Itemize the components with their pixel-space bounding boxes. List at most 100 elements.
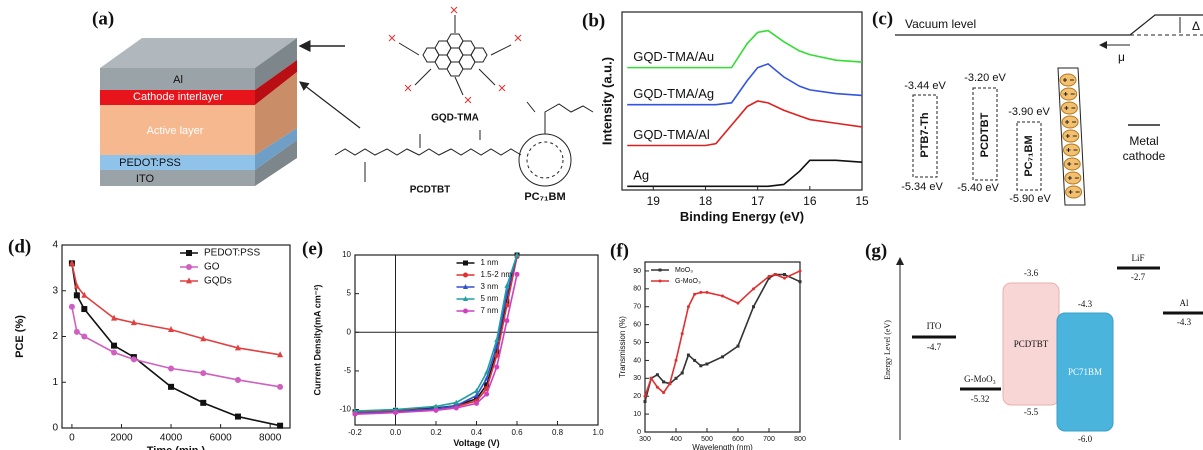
marker <box>434 408 439 413</box>
arrow <box>300 82 360 128</box>
marker <box>768 275 771 278</box>
marker <box>454 406 459 411</box>
level-value: -4.3 <box>1078 299 1093 309</box>
marker <box>353 412 358 417</box>
level-value: -5.5 <box>1024 407 1039 417</box>
legend-label: 1 nm <box>481 258 499 267</box>
y-axis-label: Current Density(mA cm⁻²) <box>312 285 322 396</box>
panel-label: (a) <box>92 8 114 29</box>
panel-label: (d) <box>8 236 31 257</box>
material-name: PC₇₁BM <box>1023 135 1035 176</box>
marker <box>681 332 684 335</box>
marker <box>69 304 75 310</box>
x-tick-label: 2000 <box>110 433 133 444</box>
marker <box>111 350 117 356</box>
y-axis-label: Transmission (%) <box>618 316 627 378</box>
marker <box>687 354 690 357</box>
x-tick-label: -0.2 <box>348 428 362 437</box>
marker <box>111 343 117 349</box>
marker <box>693 293 696 296</box>
y-tick-label: 0 <box>637 429 641 436</box>
ring <box>423 48 439 62</box>
level-value: -6.0 <box>1078 434 1093 444</box>
x-tick-label: 16 <box>803 194 817 208</box>
level-value: -4.7 <box>927 342 942 352</box>
layer-label: ITO <box>136 173 155 185</box>
material-name: PCDTBT <box>979 112 991 157</box>
cathode-label: Metal <box>1129 134 1158 148</box>
y-tick-label: 50 <box>633 339 641 346</box>
x-tick-label: 1.0 <box>592 428 604 437</box>
series-line <box>627 160 862 186</box>
marker <box>494 365 499 370</box>
y-tick-label: 5 <box>347 289 352 298</box>
marker <box>235 377 241 383</box>
y-tick-label: 3 <box>52 285 58 296</box>
layer-ito <box>100 170 255 186</box>
marker <box>168 366 174 372</box>
legend-label: GQDs <box>204 276 232 287</box>
lumo-label: -3.44 eV <box>904 80 946 92</box>
marker <box>504 318 509 323</box>
molecule-label: PC₇₁BM <box>524 191 565 203</box>
y-tick-label: 10 <box>633 411 641 418</box>
mu-label: μ <box>1118 50 1125 64</box>
lumo-label: -3.20 eV <box>964 72 1006 84</box>
pcbm-structure <box>519 102 593 186</box>
marker <box>662 391 665 394</box>
ring <box>447 34 463 48</box>
level-name: Al <box>1180 298 1189 308</box>
x-tick-label: 700 <box>763 436 775 443</box>
x-tick-label: 6000 <box>209 433 232 444</box>
axis-label: Energy Level (eV) <box>883 320 892 380</box>
layer-label: PEDOT:PSS <box>119 157 181 169</box>
cathode-label: cathode <box>1123 149 1166 163</box>
series-line <box>72 263 280 425</box>
marker <box>393 410 398 415</box>
x-axis-label: Time (min.) <box>147 445 206 450</box>
marker <box>681 371 684 374</box>
y-tick-label: 1 <box>52 377 58 388</box>
ring <box>471 48 487 62</box>
plot-frame <box>62 245 290 428</box>
x-tick-label: 0.0 <box>390 428 402 437</box>
marker <box>721 295 724 298</box>
marker <box>81 306 87 312</box>
y-axis-label: Intensity (a.u.) <box>599 57 614 145</box>
marker <box>783 273 786 276</box>
marker <box>235 414 241 420</box>
marker <box>675 377 678 380</box>
marker <box>799 280 802 283</box>
lumo-label: -3.90 eV <box>1008 106 1050 118</box>
marker <box>200 400 206 406</box>
bonds <box>399 15 511 95</box>
marker <box>484 392 489 397</box>
marker <box>74 292 80 298</box>
marker <box>699 291 702 294</box>
legend-label: GO <box>204 262 220 273</box>
x-tick-label: 800 <box>794 436 806 443</box>
level-value: -4.3 <box>1177 317 1192 327</box>
series-label: GQD-TMA/Au <box>633 49 714 64</box>
homo-label: -5.34 eV <box>901 181 943 193</box>
layer-label: Cathode interlayer <box>133 91 223 103</box>
level-name: LiF <box>1131 253 1144 263</box>
level-name: PC71BM <box>1068 367 1102 377</box>
marker <box>644 400 647 403</box>
panel-label: (c) <box>872 8 893 29</box>
y-tick-label: 4 <box>52 240 58 251</box>
pcdtbt-structure <box>335 130 521 182</box>
y-tick-label: 2 <box>52 331 58 342</box>
delta-label: Δ <box>1192 19 1200 33</box>
marker <box>463 273 468 278</box>
x-tick-label: 0.6 <box>511 428 523 437</box>
fullerene <box>527 142 563 178</box>
marker <box>693 359 696 362</box>
y-tick-label: -5 <box>344 366 352 375</box>
x-axis-label: Voltage (V) <box>453 438 499 448</box>
legend-label: 7 nm <box>481 306 499 315</box>
x-tick-label: 0.4 <box>471 428 483 437</box>
x-tick-label: 15 <box>855 194 869 208</box>
layer-label: Al <box>173 74 183 86</box>
marker <box>687 305 690 308</box>
